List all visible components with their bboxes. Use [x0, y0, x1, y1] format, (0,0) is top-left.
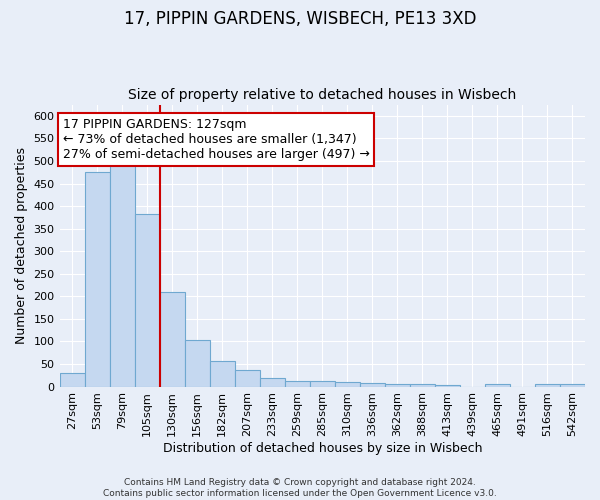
Bar	[285, 380, 310, 386]
Text: Contains HM Land Registry data © Crown copyright and database right 2024.
Contai: Contains HM Land Registry data © Crown c…	[103, 478, 497, 498]
Bar	[310, 381, 335, 386]
Bar	[209, 361, 235, 386]
Bar	[110, 163, 134, 386]
Bar	[335, 382, 360, 386]
Bar	[410, 384, 435, 386]
Bar	[160, 292, 185, 386]
Bar	[435, 385, 460, 386]
Bar	[360, 383, 385, 386]
Text: 17 PIPPIN GARDENS: 127sqm
← 73% of detached houses are smaller (1,347)
27% of se: 17 PIPPIN GARDENS: 127sqm ← 73% of detac…	[62, 118, 370, 160]
Bar	[134, 214, 160, 386]
Bar	[560, 384, 585, 386]
Bar	[260, 378, 285, 386]
Bar	[85, 172, 110, 386]
Title: Size of property relative to detached houses in Wisbech: Size of property relative to detached ho…	[128, 88, 517, 102]
Bar	[59, 373, 85, 386]
Text: 17, PIPPIN GARDENS, WISBECH, PE13 3XD: 17, PIPPIN GARDENS, WISBECH, PE13 3XD	[124, 10, 476, 28]
Bar	[485, 384, 510, 386]
Bar	[185, 340, 209, 386]
Bar	[535, 384, 560, 386]
Bar	[385, 384, 410, 386]
Bar	[235, 370, 260, 386]
Y-axis label: Number of detached properties: Number of detached properties	[15, 147, 28, 344]
X-axis label: Distribution of detached houses by size in Wisbech: Distribution of detached houses by size …	[163, 442, 482, 455]
